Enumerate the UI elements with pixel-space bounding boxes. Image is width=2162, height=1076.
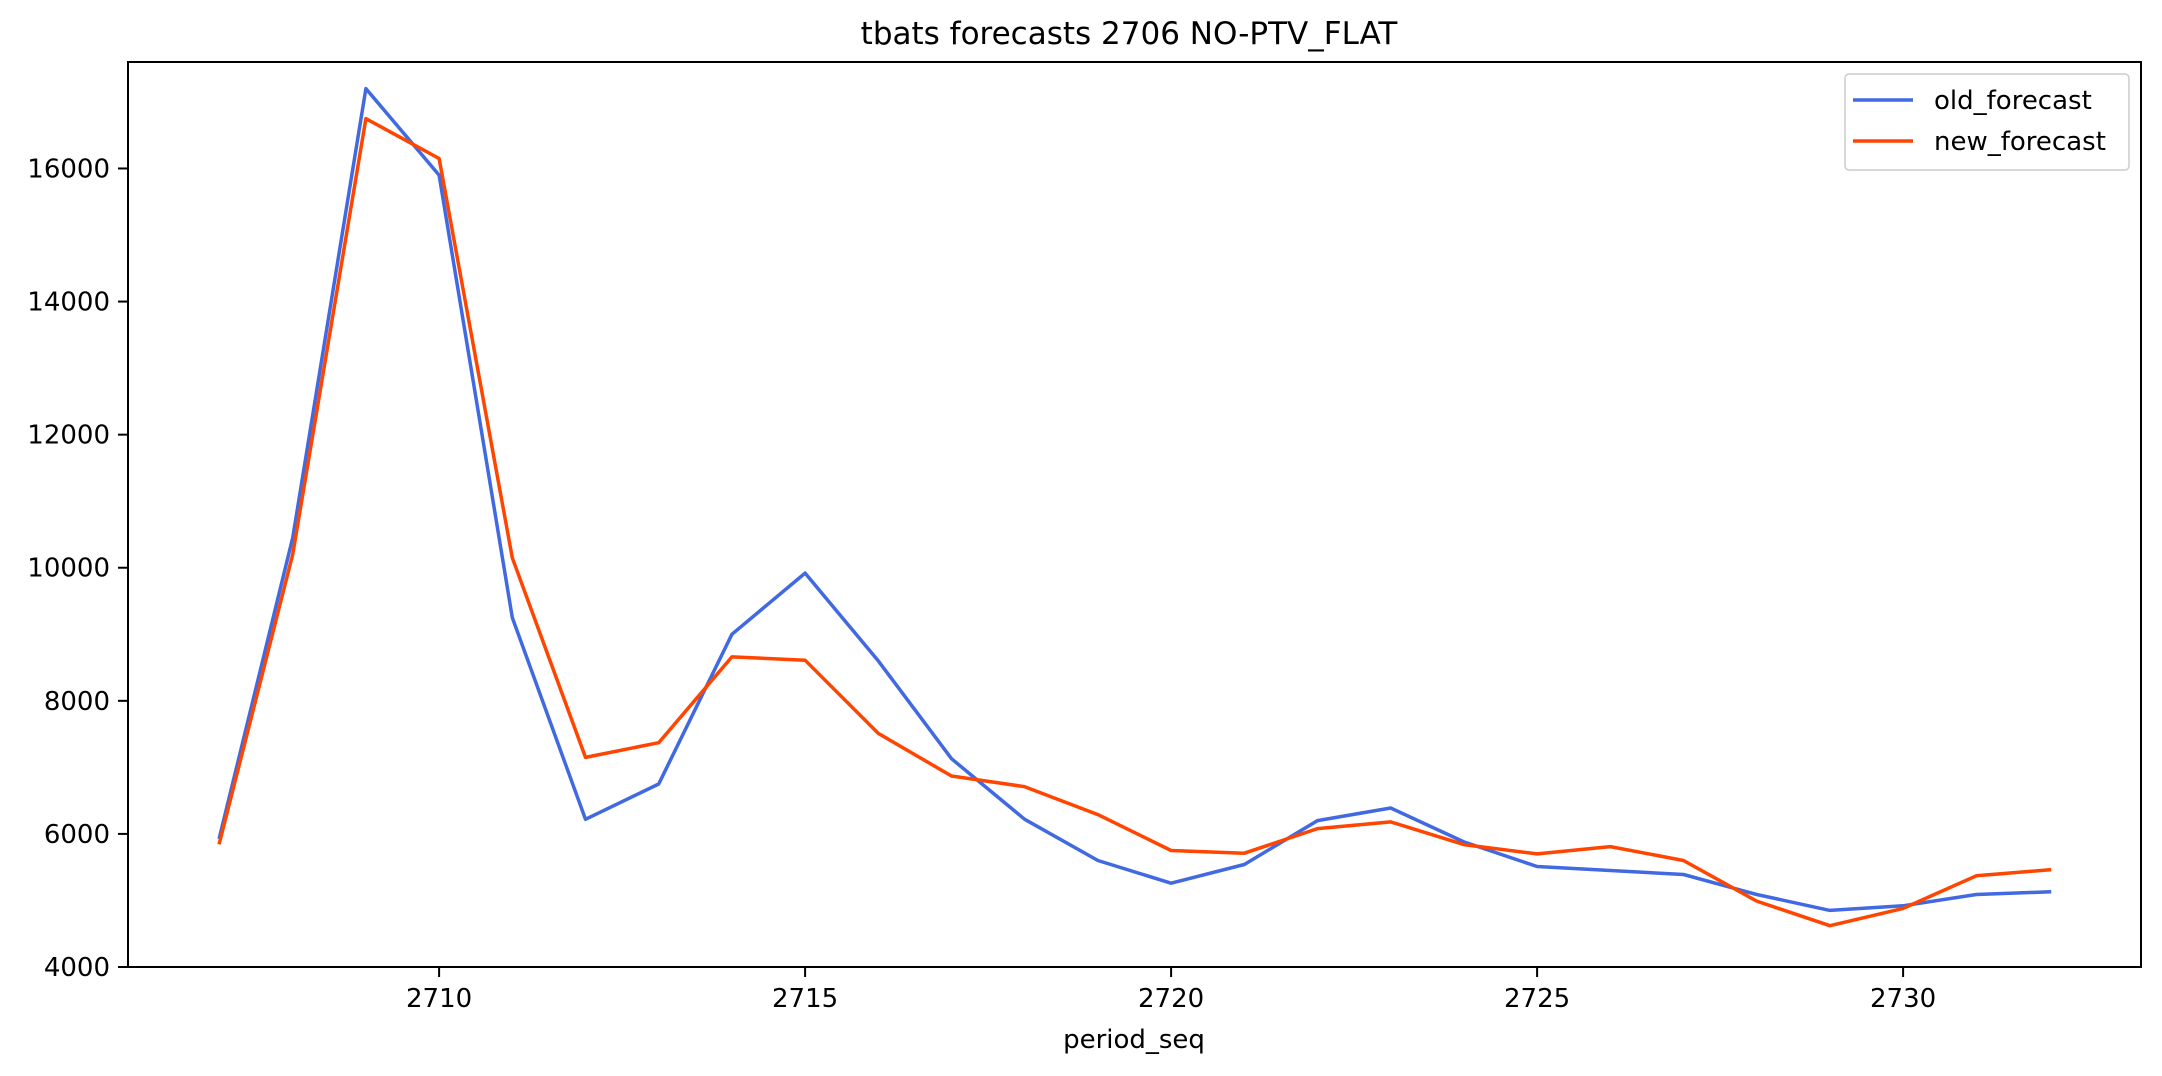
legend: old_forecast new_forecast	[1844, 73, 2130, 171]
y-tick-label: 8000	[44, 687, 110, 717]
plot-frame	[127, 61, 2142, 968]
y-tick-label: 6000	[44, 820, 110, 850]
x-tick-label: 2730	[1870, 984, 1936, 1014]
x-tick-label: 2710	[406, 984, 472, 1014]
x-tick-label: 2715	[772, 984, 838, 1014]
x-tick-label: 2725	[1504, 984, 1570, 1014]
x-tick-label: 2720	[1138, 984, 1204, 1014]
y-tick-label: 12000	[27, 421, 110, 451]
series-layer	[217, 86, 2052, 928]
legend-label-new-forecast: new_forecast	[1934, 127, 2106, 157]
series-line-new-forecast	[217, 116, 2052, 928]
y-tick-label: 10000	[27, 554, 110, 584]
series-line-old-forecast	[217, 86, 2052, 913]
legend-box	[1844, 73, 2130, 171]
y-tick-label: 4000	[44, 953, 110, 983]
legend-label-old-forecast: old_forecast	[1934, 86, 2092, 116]
ticks-layer: 2710 2715 2720 2725 2730 4000 6000 8000 10000 120…	[27, 154, 1936, 1014]
chart-title: tbats forecasts 2706 NO-PTV_FLAT	[861, 16, 1399, 52]
y-tick-label: 14000	[27, 288, 110, 318]
x-axis-label: period_seq	[1063, 1025, 1205, 1055]
y-tick-label: 16000	[27, 154, 110, 184]
